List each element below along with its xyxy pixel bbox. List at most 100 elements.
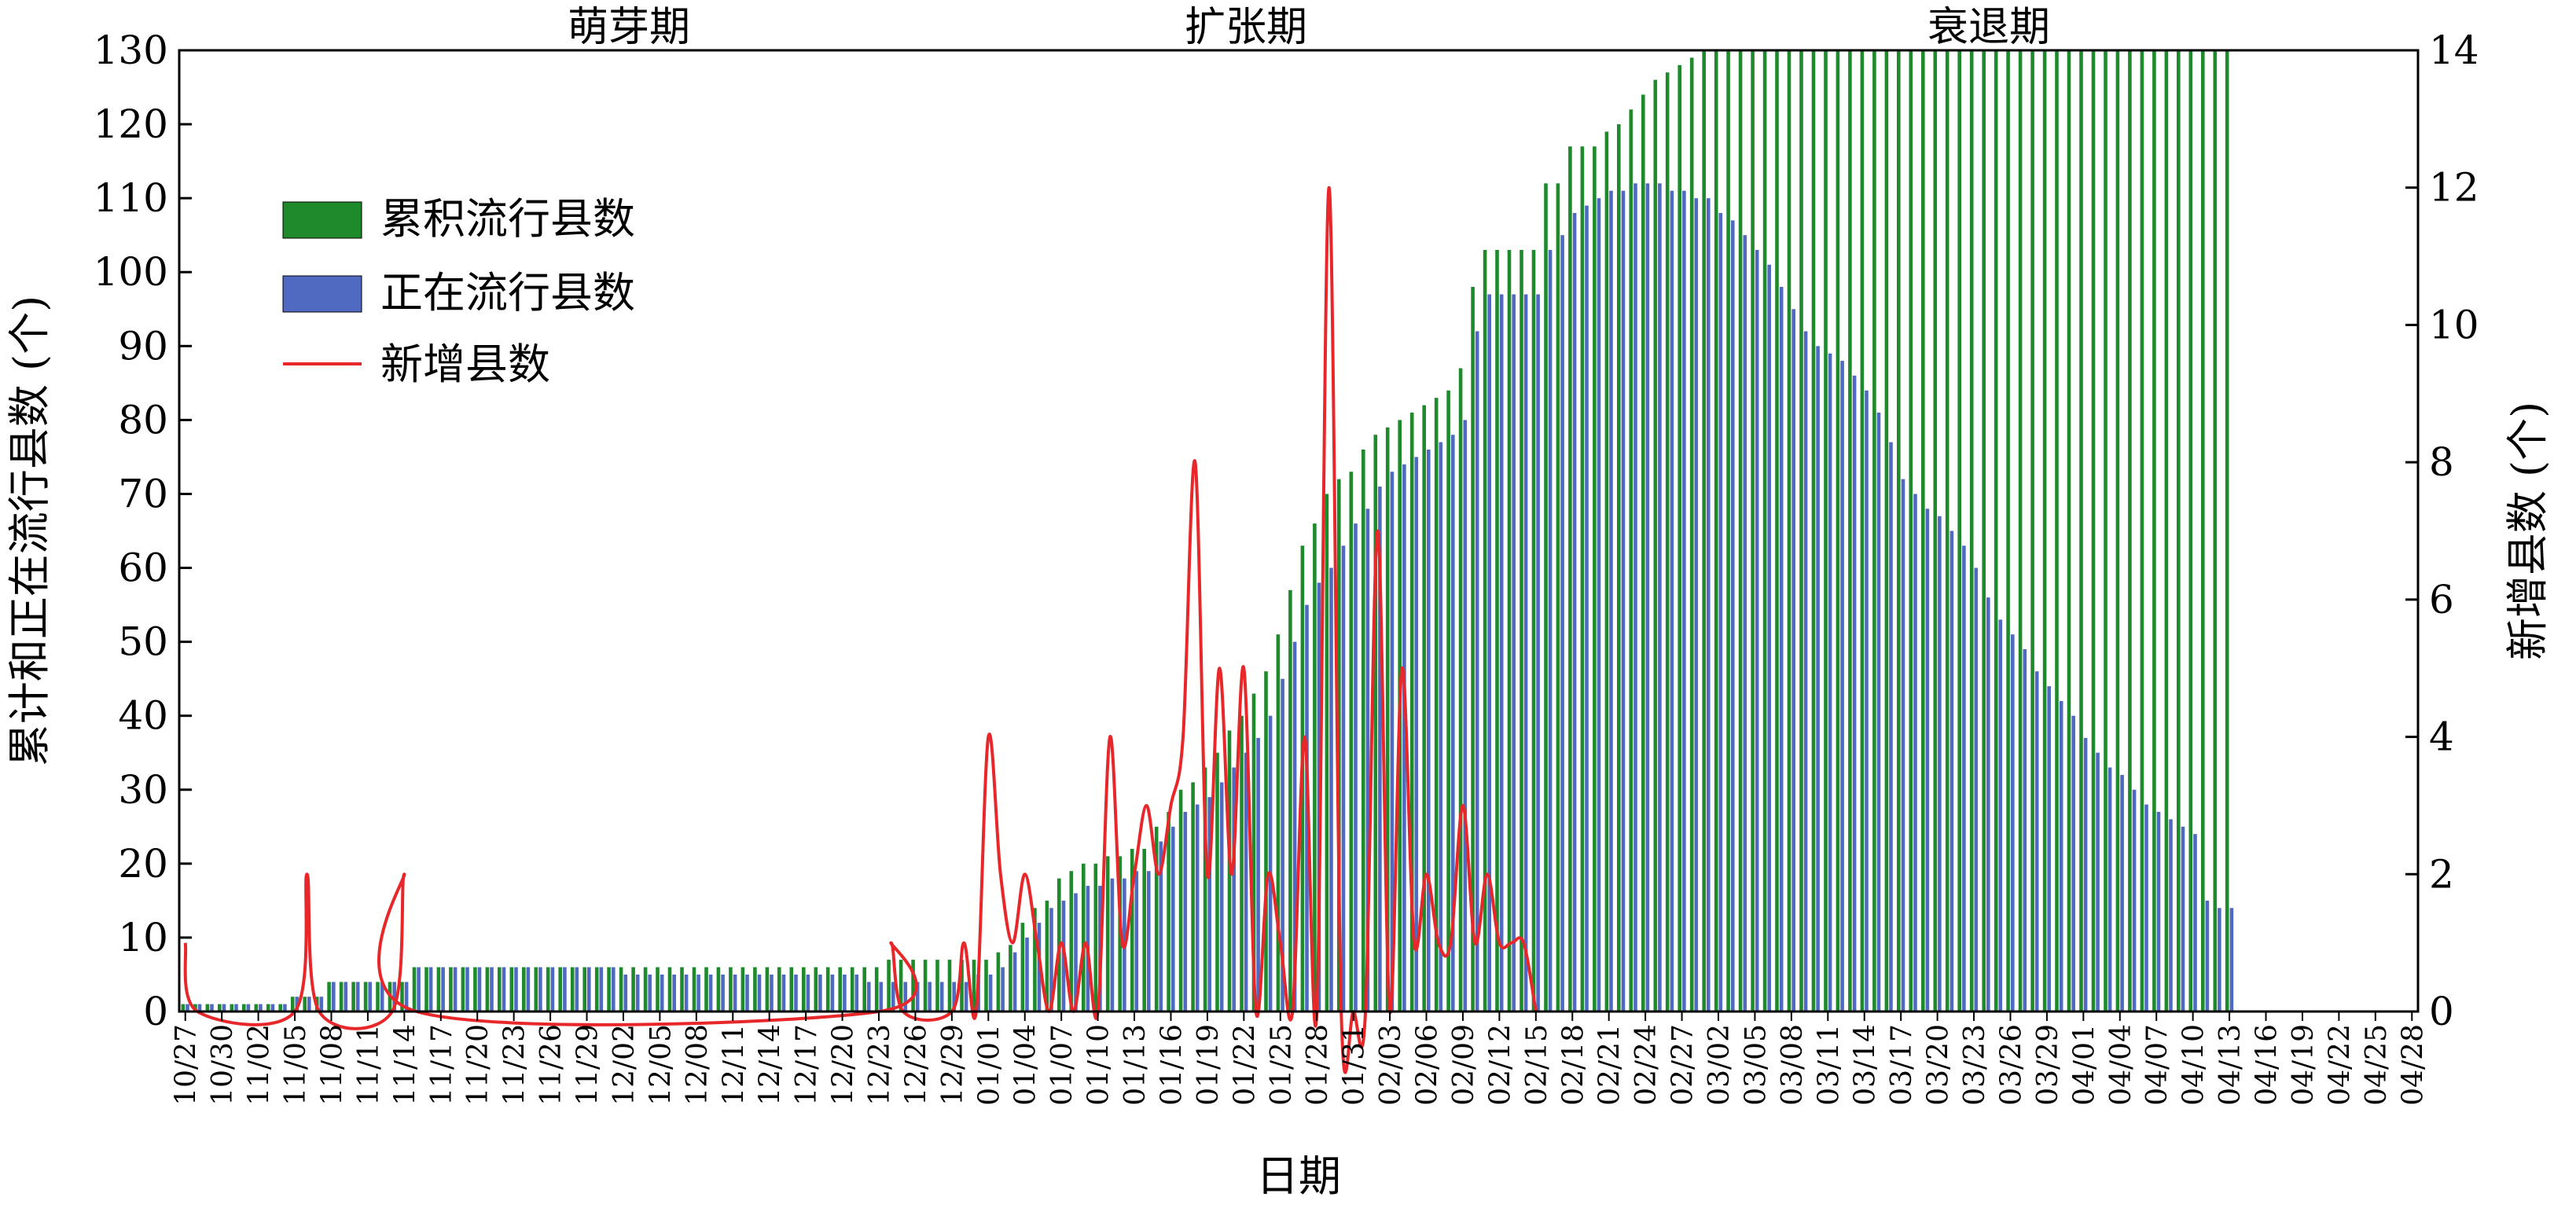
active-bar xyxy=(2120,775,2124,1012)
cumulative-bar xyxy=(643,967,648,1012)
active-bar xyxy=(1572,213,1577,1012)
cumulative-bar xyxy=(2067,50,2071,1012)
active-bar xyxy=(441,967,445,1012)
active-bar xyxy=(1670,190,1674,1012)
active-bar xyxy=(1256,737,1260,1012)
cumulative-bar xyxy=(1568,146,1572,1012)
cumulative-bar xyxy=(1385,427,1390,1012)
active-bar xyxy=(1707,198,1711,1012)
cumulative-bar xyxy=(1191,782,1195,1012)
cumulative-bar xyxy=(2079,50,2083,1012)
cumulative-bar xyxy=(1471,287,1475,1012)
cumulative-bar xyxy=(607,967,611,1012)
active-bar xyxy=(1159,841,1163,1012)
active-bar xyxy=(1183,812,1188,1012)
active-bar xyxy=(1938,516,1942,1012)
active-bar xyxy=(1925,509,1930,1012)
cumulative-bar xyxy=(1909,50,1913,1012)
active-bar xyxy=(2169,819,2173,1012)
x-tick-label: 11/05 xyxy=(280,1024,312,1106)
x-tick-label: 01/10 xyxy=(1083,1024,1115,1106)
cumulative-bar xyxy=(1033,908,1037,1012)
cumulative-bar xyxy=(887,960,891,1012)
active-bar xyxy=(1949,531,1954,1012)
cumulative-bar xyxy=(2177,50,2181,1012)
y-tick-label: 110 xyxy=(94,175,168,221)
y2-tick-label: 6 xyxy=(2429,577,2454,622)
active-bar xyxy=(1852,375,1857,1012)
active-bar xyxy=(2156,812,2161,1012)
y-tick-label: 0 xyxy=(143,989,168,1034)
cumulative-bar xyxy=(522,967,526,1012)
cumulative-bar xyxy=(1617,124,1621,1012)
x-tick-label: 12/05 xyxy=(645,1024,677,1106)
y-axis-title: 累计和正在流行县数 (个) xyxy=(5,296,54,766)
plot-frame xyxy=(178,49,2420,1013)
x-tick-label: 03/23 xyxy=(1959,1024,1991,1106)
cumulative-bar xyxy=(1872,50,1876,1012)
cumulative-bar xyxy=(1507,250,1512,1012)
legend-label-new: 新增县数 xyxy=(380,340,550,389)
active-bar xyxy=(222,1004,226,1012)
cumulative-bar xyxy=(1702,50,1706,1012)
active-bar xyxy=(1548,250,1553,1012)
active-bar xyxy=(684,975,689,1012)
x-tick-label: 11/02 xyxy=(244,1024,276,1106)
cumulative-bar xyxy=(2055,50,2059,1012)
cumulative-bar xyxy=(1240,715,1244,1012)
cumulative-bar xyxy=(351,982,355,1012)
active-bar xyxy=(1621,190,1626,1012)
cumulative-bar xyxy=(327,982,331,1012)
cumulative-bar xyxy=(242,1004,246,1012)
cumulative-bar xyxy=(473,967,477,1012)
cumulative-bar xyxy=(2213,50,2218,1012)
active-bar xyxy=(1147,871,1151,1012)
cumulative-bar xyxy=(740,967,745,1012)
legend-swatch-active xyxy=(282,275,362,313)
active-bar xyxy=(2193,834,2197,1012)
x-tick-label: 01/25 xyxy=(1266,1024,1298,1106)
active-bar xyxy=(1682,190,1686,1012)
active-bar xyxy=(1974,567,1979,1012)
active-bar xyxy=(2059,700,2063,1012)
x-tick-label: 04/28 xyxy=(2397,1024,2429,1106)
y2-tick-label: 2 xyxy=(2429,851,2454,897)
cumulative-bar xyxy=(1313,523,1317,1012)
active-bar xyxy=(1378,487,1382,1012)
cumulative-bar xyxy=(2104,50,2107,1012)
cumulative-bar xyxy=(1775,50,1779,1012)
cumulative-bar xyxy=(2140,50,2144,1012)
active-bar xyxy=(1365,509,1370,1012)
x-tick-label: 02/27 xyxy=(1667,1024,1700,1106)
cumulative-bar xyxy=(1982,50,1986,1012)
active-bar xyxy=(794,975,798,1012)
active-bar xyxy=(1402,464,1406,1012)
active-bar xyxy=(1512,294,1516,1012)
active-bar xyxy=(635,975,640,1012)
active-bar xyxy=(197,1004,202,1012)
cumulative-bar xyxy=(2030,50,2034,1012)
x-tick-label: 02/03 xyxy=(1375,1024,1407,1106)
active-bar xyxy=(915,982,920,1012)
active-bar xyxy=(2011,634,2015,1012)
cumulative-bar xyxy=(753,967,757,1012)
active-bar xyxy=(757,975,762,1012)
cumulative-bar xyxy=(1714,50,1718,1012)
active-bar xyxy=(1597,198,1601,1012)
cumulative-bar xyxy=(619,967,623,1012)
active-bar xyxy=(612,967,616,1012)
active-bar xyxy=(563,967,567,1012)
x-tick-label: 01/28 xyxy=(1302,1024,1334,1106)
legend-swatch-cumulative xyxy=(282,201,362,239)
x-tick-label: 02/12 xyxy=(1484,1024,1516,1106)
y2-tick-label: 12 xyxy=(2429,165,2479,211)
active-bar xyxy=(2083,737,2088,1012)
cumulative-bar xyxy=(1337,479,1341,1012)
cumulative-bar xyxy=(777,967,781,1012)
x-tick-label: 02/09 xyxy=(1448,1024,1480,1106)
x-tick-label: 03/11 xyxy=(1813,1024,1845,1106)
x-tick-label: 03/02 xyxy=(1703,1024,1736,1106)
active-bar xyxy=(2132,789,2137,1012)
cumulative-bar xyxy=(1178,789,1183,1012)
active-bar xyxy=(210,1004,214,1012)
